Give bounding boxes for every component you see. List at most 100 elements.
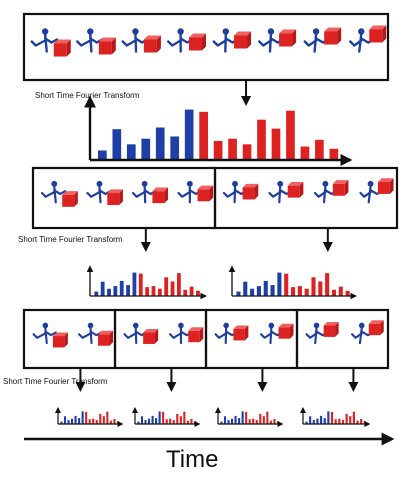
spectrum-L3-4-bar-13 <box>349 416 351 424</box>
stft-label-level-3: Short Time Fourier Transform <box>3 377 107 386</box>
spectrum-L3-4-bar-6 <box>324 418 326 424</box>
stick-figure-level_2-8 <box>360 178 393 202</box>
spectrum-L3-3-bar-12 <box>259 414 261 424</box>
spectrum-L2-2-bar-17 <box>346 291 350 296</box>
spectrum-L2-1-bar-14 <box>177 273 181 296</box>
spectrum-L2-1-bar-9 <box>145 287 149 296</box>
spectrum-L1-bar-3 <box>127 144 136 160</box>
spectrum-L3-3-bar-14 <box>266 412 268 424</box>
spectrum-L1-bar-9 <box>214 141 223 160</box>
spectrum-L2-1-bar-13 <box>171 281 175 296</box>
stick-figure-level_3-6 <box>261 323 293 343</box>
spectrum-L3-2-bar-14 <box>183 412 185 424</box>
stick-figure-level_2-3 <box>133 181 168 203</box>
spectrum-L1 <box>90 98 350 160</box>
spectrum-L3-3 <box>218 408 282 424</box>
spectrum-L2-2-bar-8 <box>284 274 288 296</box>
spectrum-L3-1-bar-16 <box>113 419 115 424</box>
spectrum-L3-2-bar-9 <box>166 419 168 424</box>
time-axis-label: Time <box>166 446 218 474</box>
stick-figure-level_1-8 <box>350 26 386 52</box>
spectrum-L3-2-bar-12 <box>176 414 178 424</box>
spectrum-L3-4-bar-8 <box>331 412 333 424</box>
spectrum-L2-2-bar-11 <box>305 289 309 296</box>
spectrum-L2-1 <box>90 267 206 296</box>
spectrum-L2-1-bar-8 <box>139 274 143 296</box>
spectrum-L3-4-bar-16 <box>360 419 362 424</box>
spectrum-L2-1-bar-4 <box>113 286 117 296</box>
spectrum-L3-2 <box>135 408 199 424</box>
spectrum-L3-1-bar-6 <box>78 418 80 424</box>
stick-figure-level_1-5 <box>214 28 251 51</box>
spectrum-L2-1-bar-16 <box>190 287 194 296</box>
spectrum-L1-bar-16 <box>315 140 324 160</box>
spectrum-L3-2-bar-10 <box>169 419 171 424</box>
spectrum-L2-1-bar-5 <box>120 281 124 296</box>
stick-figure-level_3-1 <box>34 323 68 348</box>
spectrum-L2-2-bar-6 <box>271 285 275 296</box>
spectrum-L3-1-bar-5 <box>75 416 77 424</box>
spectrum-L2-1-bar-11 <box>158 289 162 296</box>
stick-figure-level_1-3 <box>123 28 161 52</box>
spectrum-L1-bar-5 <box>156 128 165 160</box>
spectrum-L3-1-bar-2 <box>64 416 66 424</box>
spectrum-L3-1-bar-13 <box>103 416 105 424</box>
stft-label-level-2: Short Time Fourier Transform <box>18 235 122 244</box>
spectrum-L3-1-bar-9 <box>89 419 91 424</box>
spectrum-L2-2-bar-1 <box>236 292 240 296</box>
stick-figure-level_2-5 <box>224 181 258 202</box>
spectrum-L2-1-bar-3 <box>107 289 111 296</box>
spectrum-L3-4-bar-14 <box>353 412 355 424</box>
spectrum-L2-2-bar-13 <box>318 281 322 296</box>
stick-figure-level_3-7 <box>307 322 339 343</box>
spectrum-L3-1-bar-8 <box>85 412 87 424</box>
spectrum-L2-2-bar-15 <box>332 290 336 296</box>
spectrum-L3-4-bar-5 <box>320 416 322 424</box>
spectrum-L1-bar-1 <box>98 150 107 160</box>
spectrum-L1-bar-6 <box>170 136 179 160</box>
level_1-segment-1 <box>24 14 388 80</box>
spectrum-L1-bar-7 <box>185 110 194 160</box>
spectrum-L3-2-bar-8 <box>162 412 164 424</box>
spectrum-L3-3-bar-5 <box>235 416 237 424</box>
spectrum-L2-1-bar-2 <box>101 282 105 296</box>
spectrum-L3-3-bar-16 <box>273 419 275 424</box>
spectrum-L3-3-bar-8 <box>245 412 247 424</box>
stick-figure-level_1-1 <box>32 28 71 56</box>
spectrum-L1-bar-14 <box>286 111 295 160</box>
spectrum-L2-1-bar-6 <box>126 285 130 296</box>
stick-figure-level_3-3 <box>125 323 159 344</box>
spectrum-L3-3-bar-4 <box>231 419 233 424</box>
stick-figure-level_1-6 <box>259 28 296 51</box>
spectrum-L3-1-bar-10 <box>92 419 94 424</box>
spectrum-L2-1-bar-15 <box>183 290 187 296</box>
spectrum-L2-2-bar-16 <box>339 287 343 296</box>
stick-figure-level_3-8 <box>352 320 384 343</box>
spectrum-L2-2 <box>232 267 356 296</box>
stick-figure-level_1-2 <box>77 28 116 54</box>
spectrum-L1-bar-15 <box>301 147 310 160</box>
stick-figure-level_2-7 <box>315 180 349 202</box>
spectrum-L3-3-bar-7 <box>242 411 244 424</box>
spectrum-L3-2-bar-7 <box>159 411 161 424</box>
spectrum-L1-bar-4 <box>141 139 150 160</box>
spectrum-L3-2-bar-13 <box>180 416 182 424</box>
spectrum-L3-4-bar-12 <box>346 414 348 424</box>
spectrum-L2-2-bar-14 <box>325 273 329 296</box>
spectrum-L1-bar-11 <box>243 144 252 160</box>
spectrum-L2-1-bar-12 <box>164 277 168 296</box>
spectrum-L3-2-bar-6 <box>155 418 157 424</box>
spectrum-L1-bar-12 <box>257 120 266 160</box>
spectrum-L3-1-bar-14 <box>106 412 108 424</box>
spectrum-L3-4-bar-4 <box>316 419 318 424</box>
spectrum-L3-3-bar-10 <box>252 419 254 424</box>
spectrum-L1-bar-2 <box>112 129 121 160</box>
stick-figure-level_2-4 <box>178 181 213 202</box>
spectrum-L3-1-bar-12 <box>99 414 101 424</box>
spectrum-L3-4-bar-2 <box>309 416 311 424</box>
stick-figure-level_2-6 <box>269 181 303 202</box>
spectrum-L2-2-bar-3 <box>250 289 254 296</box>
spectrum-L1-bar-17 <box>330 149 339 160</box>
level_2-segment-1 <box>33 168 215 228</box>
